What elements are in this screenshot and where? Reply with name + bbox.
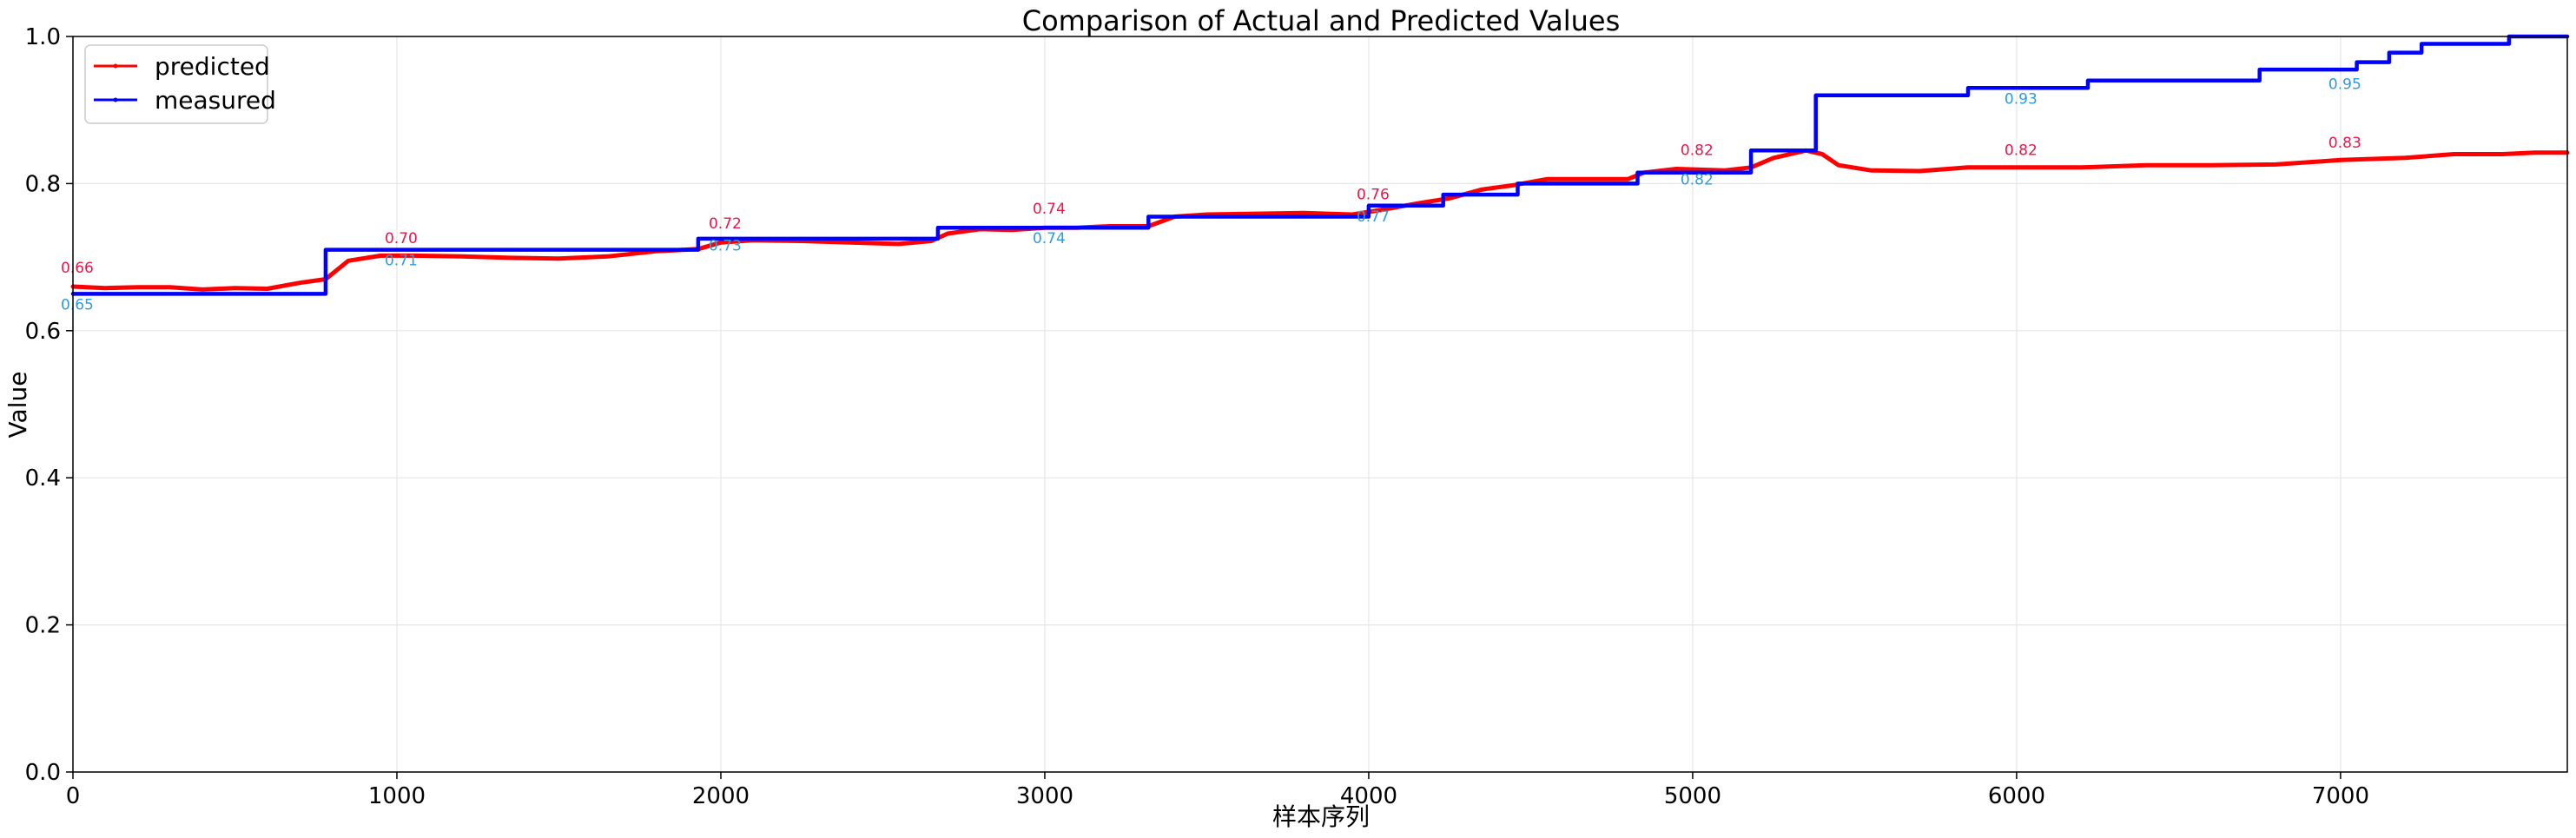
x-tick-label: 5000	[1664, 783, 1721, 809]
measured-value-label: 0.71	[385, 253, 418, 270]
series-line-measured	[70, 34, 2570, 296]
predicted-value-label: 0.76	[1357, 186, 1390, 203]
y-tick-label: 1.0	[25, 24, 61, 50]
x-tick-label: 4000	[1340, 783, 1397, 809]
y-tick-label: 0.2	[25, 613, 61, 639]
y-tick-label: 0.8	[25, 171, 61, 197]
axis-ticks: 0 1000 2000 3000 4000 5000 6000 7000 0.0 0.2 0.4 0.…	[25, 24, 2369, 809]
predicted-value-label: 0.82	[2005, 142, 2038, 159]
y-tick-label: 0.0	[25, 760, 61, 786]
y-tick-label: 0.4	[25, 465, 61, 492]
legend: predicted measured	[84, 44, 276, 124]
measured-value-label: 0.93	[2005, 90, 2038, 108]
measured-value-label: 0.77	[1357, 208, 1390, 226]
measured-value-label: 0.65	[61, 296, 94, 313]
predicted-value-label: 0.83	[2328, 135, 2361, 152]
x-axis-title: 样本序列	[1272, 802, 1370, 831]
series-lines	[70, 34, 2570, 296]
x-tick-label: 2000	[692, 783, 750, 809]
x-tick-label: 6000	[1988, 783, 2045, 809]
measured-value-label: 0.82	[1681, 171, 1714, 188]
x-tick-label: 1000	[368, 783, 426, 809]
legend-marker-predicted	[113, 63, 118, 69]
legend-marker-measured	[113, 97, 118, 102]
data-annotations: 0.66 0.70 0.72 0.74 0.76 0.82 0.82 0.83 0.65 0.71…	[61, 76, 2361, 313]
predicted-value-label: 0.72	[709, 215, 742, 233]
y-tick-label: 0.6	[25, 319, 61, 345]
x-tick-label: 7000	[2312, 783, 2369, 809]
x-tick-label: 3000	[1016, 783, 1073, 809]
measured-value-label: 0.73	[709, 238, 742, 255]
predicted-value-label: 0.70	[385, 230, 418, 247]
measured-value-label: 0.95	[2328, 76, 2361, 93]
series-line-predicted	[70, 148, 2570, 292]
predicted-value-label: 0.66	[61, 260, 94, 277]
legend-label-predicted: predicted	[155, 52, 270, 81]
predicted-value-label: 0.82	[1681, 142, 1714, 159]
predicted-value-label: 0.74	[1033, 201, 1066, 218]
plot-frame	[72, 36, 2568, 773]
legend-label-measured: measured	[155, 86, 276, 115]
measured-value-label: 0.74	[1033, 230, 1066, 247]
y-axis-title: Value	[3, 372, 32, 439]
x-tick-label: 0	[66, 783, 81, 809]
chart-title: Comparison of Actual and Predicted Value…	[1022, 4, 1621, 37]
